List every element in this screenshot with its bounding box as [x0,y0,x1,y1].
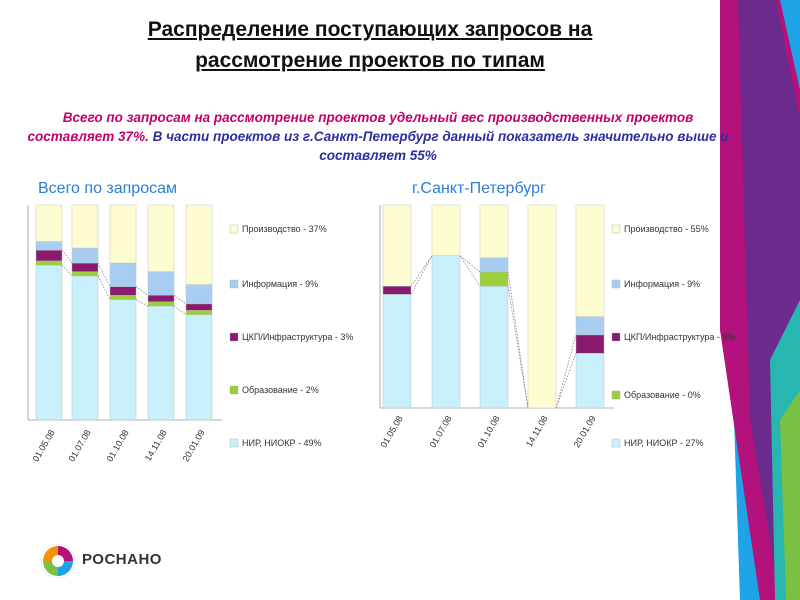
total-bar-education-2 [109,295,137,300]
total-tick-label-4: 20.01.09 [181,428,207,463]
spb-bar-production-4 [575,204,605,317]
spb-legend-label-education: Образование - 0% [624,390,701,400]
subtitle-part2: В части проектов из г.Санкт-Петербург да… [148,129,729,163]
chart-title-spb: г.Санкт-Петербург [412,180,546,197]
spb-legend-swatch-information [611,279,621,289]
total-bar-infrastructure-4 [185,303,213,311]
total-tick-label-2: 01.10.08 [105,428,131,463]
spb-legend-swatch-infrastructure [611,332,621,342]
spb-tick-label-1: 01.07.08 [428,414,454,449]
total-legend-swatch-research [229,438,239,448]
total-legend-label-education: Образование - 2% [242,385,319,395]
spb-tick-label-3: 14.11.08 [524,414,550,449]
spb-legend-label-information: Информация - 9% [624,279,700,289]
total-legend-swatch-information [229,279,239,289]
spb-bar-production-2 [479,204,509,258]
spb-bar-research-0 [382,294,412,409]
total-connector-research-0 [61,264,73,277]
spb-bar-production-1 [431,204,461,256]
total-bar-information-0 [35,241,63,251]
stripe-green [780,390,800,600]
spb-legend-swatch-research [611,438,621,448]
total-bar-production-4 [185,204,213,285]
total-connector-research-3 [173,305,187,315]
total-connector-research-2 [135,299,149,307]
total-legend-swatch-education [229,385,239,395]
total-bar-information-4 [185,284,213,305]
total-tick-label-0: 01.05.08 [31,428,57,463]
total-bar-information-1 [71,247,99,264]
spb-bar-education-2 [479,271,509,287]
page-title: Распределение поступающих запросов на ра… [60,14,680,76]
spb-tick-label-0: 01.05.08 [379,414,405,449]
chart-title-total: Всего по запросам [38,180,177,197]
total-bar-research-0 [35,265,63,421]
total-bar-research-3 [147,305,175,421]
total-bar-education-4 [185,310,213,315]
total-bar-infrastructure-3 [147,295,175,302]
total-connector-infrastructure-1 [97,262,111,287]
total-legend-label-research: НИР, НИОКР - 49% [242,438,322,448]
total-legend-label-infrastructure: ЦКП/Инфраструктура - 3% [242,332,353,342]
logo-text: РОСНАНО [82,551,162,568]
total-bar-information-3 [147,271,175,296]
rosnano-logo-icon [40,543,76,579]
total-bar-information-2 [109,262,137,287]
spb-legend-label-infrastructure: ЦКП/Инфраструктура - 9% [624,332,735,342]
total-bar-research-4 [185,314,213,421]
spb-connector-infrastructure-3 [555,334,577,409]
spb-legend-swatch-production [611,224,621,234]
total-connector-infrastructure-3 [173,295,187,305]
total-connector-research-1 [97,275,111,300]
spb-bar-research-4 [575,352,605,409]
page-subtitle: Всего по запросам на рассмотрение проект… [18,108,738,165]
total-connector-infrastructure-2 [135,286,149,296]
spb-connector-infrastructure-2 [507,271,529,409]
spb-bar-information-2 [479,257,509,273]
total-bar-production-3 [147,204,175,272]
spb-legend-label-production: Производство - 55% [624,224,709,234]
total-tick-label-3: 14.11.08 [143,428,169,463]
spb-legend-label-research: НИР, НИОКР - 27% [624,438,704,448]
spb-tick-label-4: 20.01.09 [572,414,598,449]
total-legend-label-information: Информация - 9% [242,279,318,289]
spb-bar-research-1 [431,255,461,409]
spb-legend-swatch-education [611,390,621,400]
total-connector-infrastructure-0 [61,249,73,264]
spb-bar-infrastructure-0 [382,286,412,295]
spb-tick-label-2: 01.10.08 [476,414,502,449]
spb-connector-infrastructure-0 [410,255,433,287]
spb-bar-production-3 [527,204,557,409]
total-tick-label-1: 01.07.08 [67,428,93,463]
total-bar-production-0 [35,204,63,242]
spb-bar-infrastructure-4 [575,334,605,354]
spb-bar-information-4 [575,316,605,336]
spb-bar-production-0 [382,204,412,287]
total-bar-infrastructure-2 [109,286,137,296]
spb-connector-research-1 [459,255,481,287]
total-bar-research-1 [71,275,99,421]
total-bar-education-0 [35,260,63,266]
page-title-line2: рассмотрение проектов по типам [195,49,545,72]
subtitle-part1: Всего по запросам на рассмотрение проект… [27,110,694,144]
total-legend-label-production: Производство - 37% [242,224,327,234]
spb-connector-infrastructure-1 [459,255,481,273]
total-bar-production-1 [71,204,99,249]
total-legend-swatch-production [229,224,239,234]
total-legend-swatch-infrastructure [229,332,239,342]
total-bar-infrastructure-1 [71,262,99,272]
total-bar-education-3 [147,301,175,307]
spb-connector-research-0 [410,255,433,295]
total-bar-education-1 [71,271,99,277]
decorative-stripes [720,0,800,600]
total-bar-research-2 [109,299,137,421]
spb-connector-research-3 [555,353,577,409]
total-bar-infrastructure-0 [35,249,63,262]
page-title-line1: Распределение поступающих запросов на [147,18,593,41]
spb-bar-research-2 [479,286,509,409]
total-bar-production-2 [109,204,137,264]
spb-connector-research-2 [507,286,529,409]
